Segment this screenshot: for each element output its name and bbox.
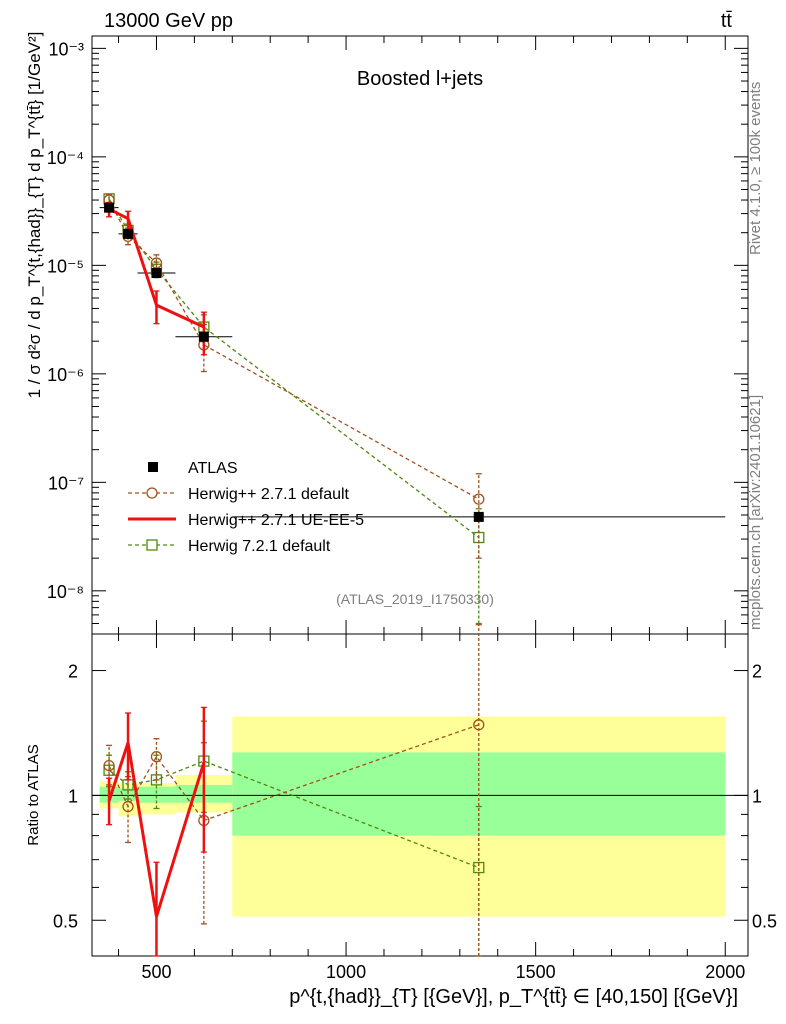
- atlas-marker: [151, 268, 162, 279]
- y-tick-label: 10⁻⁷: [48, 473, 84, 493]
- header-energy-label: 13000 GeV pp: [104, 10, 233, 32]
- atlas-marker: [123, 228, 134, 239]
- herwig271-default-marker: [473, 493, 485, 505]
- herwig271-default-line: [108, 199, 480, 500]
- ratio-panel: 500 1000 1500 2000 2 2 1 1 0.5 0.5: [53, 624, 777, 982]
- ratio-herwig271-ueee5-line: [107, 742, 206, 918]
- ratio-herwig271-default-marker: [103, 759, 115, 772]
- legend: ATLAS Herwig++ 2.7.1 default Herwig++ 2.7.…: [128, 460, 364, 555]
- legend-label-h271ue: Herwig++ 2.7.1 UE-EE-5: [188, 512, 364, 529]
- atlas-marker: [198, 331, 209, 342]
- ratio-herwig271-default-marker: [473, 719, 485, 731]
- analysis-watermark: (ATLAS_2019_I1750330): [336, 591, 494, 607]
- y-tick-label: 10⁻³: [48, 39, 84, 59]
- ratio-y-tick-label-right: 0.5: [752, 911, 777, 931]
- ratio-y-tick-label: 2: [68, 662, 78, 682]
- legend-label-atlas: ATLAS: [188, 460, 238, 477]
- ratio-herwig271-default-line: [108, 724, 479, 822]
- ratio-herwig721-marker: [103, 764, 115, 776]
- atlas-marker: [104, 202, 115, 213]
- mcplots-label: mcplots.cern.ch [arXiv:2401.10621]: [747, 395, 764, 630]
- ratio-y-tick-label-right: 1: [752, 786, 762, 806]
- y-tick-label: 10⁻⁶: [47, 365, 84, 385]
- y-tick-label: 10⁻⁸: [47, 582, 84, 602]
- ratio-herwig721-marker: [473, 861, 485, 874]
- legend-marker-h721: [146, 539, 158, 551]
- ratio-y-axis-label: Ratio to ATLAS: [25, 744, 42, 845]
- x-tick-label: 2000: [705, 962, 745, 982]
- ratio-herwig271-default-marker: [150, 751, 163, 763]
- y-tick-label: 10⁻⁵: [47, 256, 84, 276]
- legend-marker-atlas: [148, 462, 158, 472]
- ratio-y-tick-label-right: 2: [752, 662, 762, 682]
- legend-label-h721: Herwig 7.2.1 default: [188, 538, 331, 555]
- ratio-herwig271-default-marker: [122, 800, 134, 813]
- x-tick-label: 1000: [326, 962, 366, 982]
- ratio-y-tick-label: 1: [68, 786, 78, 806]
- header-process-label: tt̄: [721, 10, 733, 32]
- x-axis-label: p^{t,{had}}_{T} [{GeV}], p_T^{tt̄} ∈ [40…: [289, 986, 738, 1008]
- panel-title: Boosted l+jets: [357, 68, 483, 90]
- herwig271-ueee5-line: [108, 207, 205, 329]
- main-panel: 10⁻³ 10⁻⁴ 10⁻⁵ 10⁻⁶ 10⁻⁷ 10⁻⁸: [47, 35, 749, 956]
- y-tick-label: 10⁻⁴: [47, 148, 84, 168]
- legend-label-h271def: Herwig++ 2.7.1 default: [188, 486, 350, 503]
- stat-uncertainty-band: [137, 786, 176, 803]
- ratio-y-tick-label: 0.5: [53, 911, 78, 931]
- rivet-version-label: Rivet 4.1.0, ≥ 100k events: [747, 82, 764, 255]
- legend-marker-h271def: [146, 487, 158, 499]
- x-tick-label: 500: [141, 962, 171, 982]
- x-tick-label: 1500: [516, 962, 556, 982]
- atlas-marker: [473, 511, 484, 522]
- main-y-axis-label: 1 / σ d²σ / d p_T^{t,{had}}_{T} d p_T^{t…: [25, 32, 44, 399]
